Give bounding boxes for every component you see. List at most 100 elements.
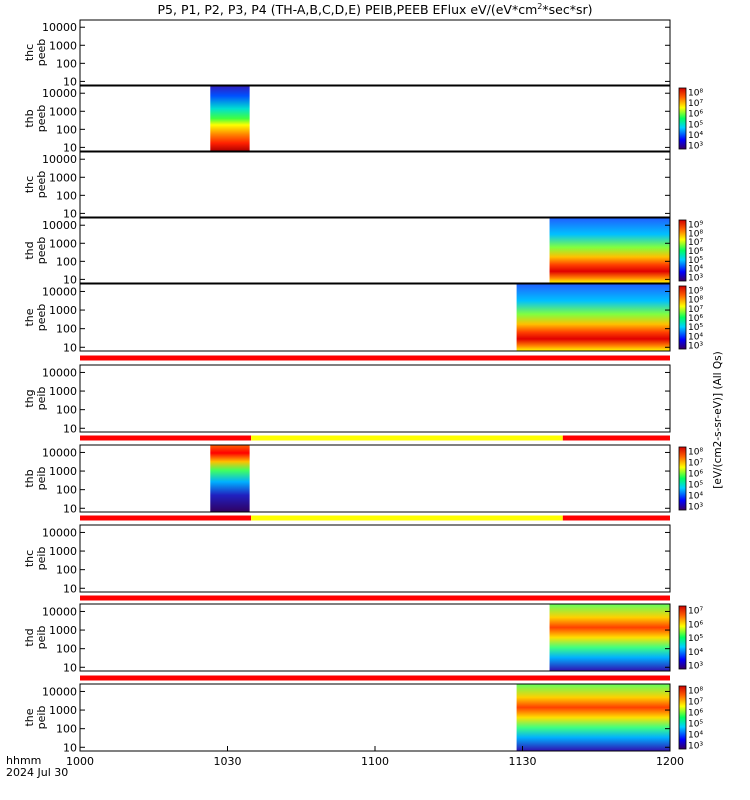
colorbar-tick-label: 10³ [688, 274, 703, 284]
colorbar-tick-label: 10⁶ [688, 247, 703, 257]
colorbar-tick-label: 10⁷ [688, 607, 703, 617]
panel-product-label: peeb [35, 237, 48, 265]
panel-product-label: peib [35, 706, 48, 730]
y-tick-label: 1000 [49, 171, 77, 184]
y-tick-label: 10 [63, 582, 77, 595]
quality-flag-bar [80, 355, 670, 361]
y-tick-label: 10000 [42, 526, 77, 539]
colorbar-tick-label: 10⁶ [688, 709, 703, 719]
x-tick-label: 1200 [656, 755, 684, 768]
y-tick-label: 100 [56, 123, 77, 136]
plot-frame [79, 524, 671, 593]
y-tick-label: 10000 [42, 87, 77, 100]
panel-probe-label: thg [23, 389, 36, 407]
colorbar-tick-label: 10⁴ [688, 332, 703, 342]
colorbar-tick-label: 10³ [688, 742, 703, 752]
spectrogram-block [549, 218, 670, 283]
plot-frame [79, 217, 671, 284]
colorbar-tick-label: 10⁸ [688, 89, 703, 99]
colorbar-tick-label: 10⁴ [688, 731, 703, 741]
y-tick-label: 10000 [42, 219, 77, 232]
panel-thg-peib: 10000 1000 100 10 thg peib [23, 364, 671, 435]
y-tick-label: 1000 [49, 385, 77, 398]
spectrogram-block [210, 445, 250, 512]
plot-frame [79, 364, 671, 433]
colorbar-tick-label: 10⁴ [688, 648, 703, 658]
spectrogram-block [210, 86, 250, 151]
panel-probe-label: thd [23, 628, 36, 646]
panel-probe-label: the [23, 708, 36, 726]
panel-the-peeb: 10000 1000 100 10 the peeb 10⁹10⁸10⁷10⁶10⁵10⁴1… [23, 283, 703, 354]
plot-frame [79, 19, 671, 86]
panel-thd-peeb: 10000 1000 100 10 thd peeb 10⁹10⁸10⁷10⁶10⁵10⁴1… [23, 217, 703, 286]
x-axis-corner-label: hhmm [6, 754, 41, 767]
plot-area [80, 86, 670, 151]
y-tick-label: 1000 [49, 465, 77, 478]
y-tick-label: 10000 [42, 685, 77, 698]
plot-frame [79, 603, 671, 672]
panel-product-label: peeb [35, 39, 48, 67]
plot-frame [79, 444, 671, 513]
quality-flag-bar [562, 515, 670, 521]
y-tick-label: 10000 [42, 605, 77, 618]
colorbar-unit-label: [eV/(cm2-s-sr-eV)] (All Qs) [712, 351, 724, 488]
y-tick-label: 1000 [49, 624, 77, 637]
panel-probe-label: thb [23, 469, 36, 487]
y-tick-label: 10 [63, 341, 77, 354]
x-tick-label: 1000 [66, 755, 94, 768]
x-axis: 1000 1030 1100 1130 1200 [66, 746, 684, 768]
colorbar [678, 446, 687, 511]
quality-flag-bar [562, 435, 670, 441]
colorbar-tick-label: 10³ [688, 503, 703, 513]
colorbar-tick-label: 10⁶ [688, 620, 703, 630]
quality-flag-bar [80, 675, 670, 681]
panel-probe-label: thc [23, 550, 36, 567]
colorbar-tick-label: 10⁶ [688, 470, 703, 480]
plot-area [80, 445, 670, 512]
colorbar [678, 285, 687, 350]
y-tick-label: 100 [56, 323, 77, 336]
panel-product-label: peib [35, 626, 48, 650]
panel-probe-label: thc [23, 44, 36, 61]
y-tick-label: 100 [56, 564, 77, 577]
panel-product-label: peeb [35, 105, 48, 133]
panel-thc-peeb-2: 10000 1000 100 10 thc peeb [23, 151, 671, 220]
panel-product-label: peib [35, 467, 48, 491]
y-tick-label: 100 [56, 723, 77, 736]
colorbar-tick-label: 10⁵ [688, 720, 703, 730]
y-tick-label: 100 [56, 404, 77, 417]
y-tick-label: 10000 [42, 285, 77, 298]
y-tick-label: 100 [56, 189, 77, 202]
colorbar-tick-label: 10⁴ [688, 131, 703, 141]
quality-flag-bar [80, 595, 670, 601]
y-tick-label: 1000 [49, 304, 77, 317]
y-tick-label: 10000 [42, 366, 77, 379]
panel-thc-peib: 10000 1000 100 10 thc peib [23, 524, 671, 595]
plot-frame [79, 283, 671, 352]
colorbar-tick-label: 10⁶ [688, 314, 703, 324]
colorbar [678, 219, 687, 282]
y-tick-label: 10 [63, 502, 77, 515]
colorbar-tick-label: 10⁵ [688, 120, 703, 130]
colorbar-tick-label: 10⁸ [688, 687, 703, 697]
quality-flag-bar [80, 515, 252, 521]
y-tick-label: 100 [56, 484, 77, 497]
plot-frame [79, 85, 671, 152]
quality-flag-bar [251, 435, 563, 441]
quality-flag-bar [80, 435, 252, 441]
y-tick-label: 1000 [49, 105, 77, 118]
colorbar-tick-label: 10³ [688, 662, 703, 672]
y-tick-label: 10 [63, 661, 77, 674]
panel-thc-peeb: 10000 1000 100 10 thc peeb [23, 19, 671, 88]
colorbar-tick-label: 10⁷ [688, 99, 703, 109]
y-tick-label: 10 [63, 207, 77, 220]
colorbar-tick-label: 10⁴ [688, 492, 703, 502]
y-tick-label: 10 [63, 741, 77, 754]
colorbar [678, 87, 687, 150]
panel-product-label: peeb [35, 171, 48, 199]
colorbar-tick-label: 10⁹ [688, 287, 703, 297]
y-tick-label: 1000 [49, 704, 77, 717]
